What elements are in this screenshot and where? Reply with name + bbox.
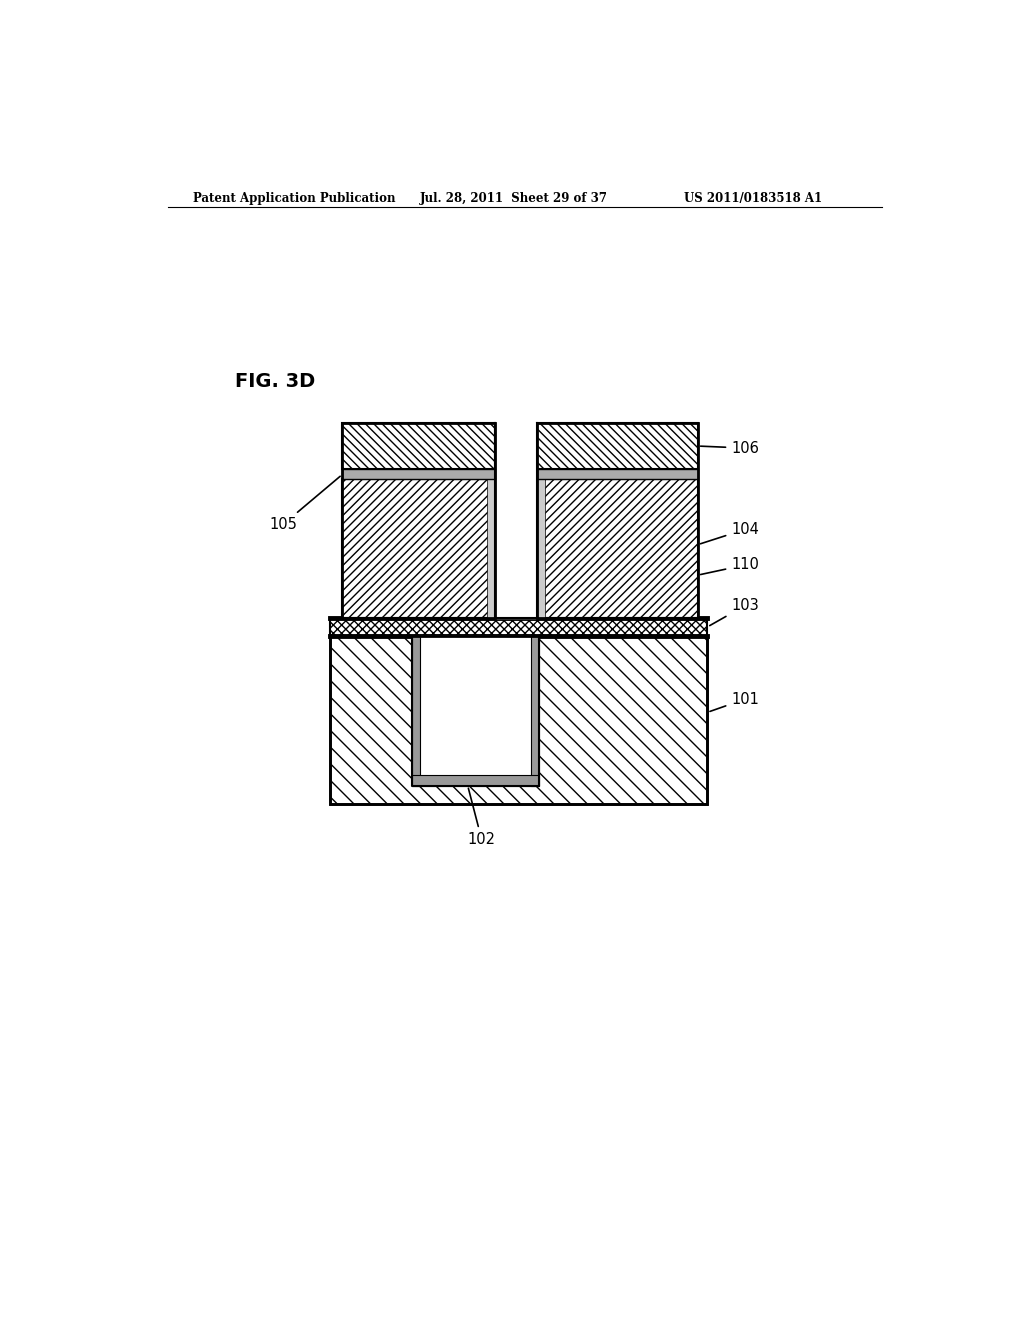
Bar — [331, 618, 708, 636]
Text: 110: 110 — [700, 557, 759, 574]
Text: 102: 102 — [468, 788, 496, 847]
Text: 103: 103 — [710, 598, 759, 626]
Bar — [412, 636, 420, 785]
Bar — [331, 636, 708, 804]
Bar — [342, 422, 495, 470]
Text: 105: 105 — [269, 477, 340, 532]
Bar — [537, 479, 545, 618]
Bar — [537, 479, 697, 618]
Bar — [412, 775, 539, 785]
Bar — [331, 636, 708, 804]
Text: 106: 106 — [700, 441, 759, 455]
Bar — [537, 422, 697, 618]
Text: 101: 101 — [710, 692, 759, 711]
Text: FIG. 3D: FIG. 3D — [236, 372, 315, 391]
Bar — [531, 636, 539, 785]
Bar — [537, 422, 697, 470]
Bar — [537, 470, 697, 479]
Bar — [342, 470, 495, 479]
Text: Jul. 28, 2011  Sheet 29 of 37: Jul. 28, 2011 Sheet 29 of 37 — [420, 191, 608, 205]
Bar — [342, 422, 495, 618]
Bar — [486, 479, 495, 618]
Text: Patent Application Publication: Patent Application Publication — [194, 191, 395, 205]
Text: 104: 104 — [700, 521, 759, 544]
Text: US 2011/0183518 A1: US 2011/0183518 A1 — [684, 191, 821, 205]
Bar — [342, 479, 495, 618]
